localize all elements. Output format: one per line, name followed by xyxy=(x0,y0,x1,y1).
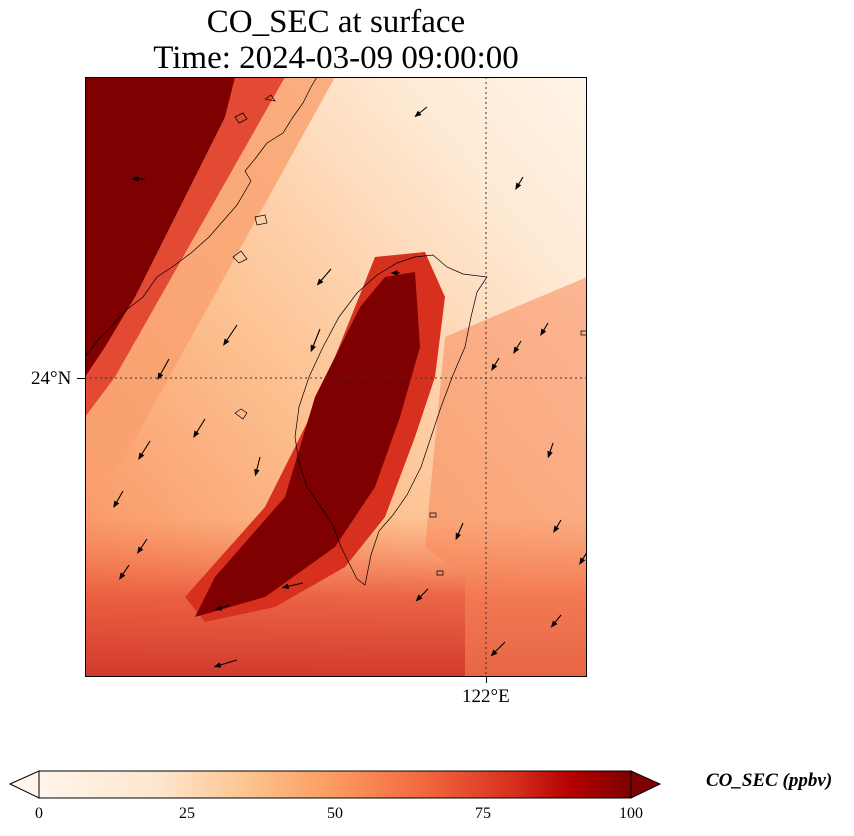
wind-vector-head xyxy=(193,430,200,438)
field-band-red xyxy=(85,77,285,417)
map-frame xyxy=(85,77,587,677)
colorbar-body xyxy=(38,770,632,799)
lat-tick xyxy=(77,378,85,379)
wind-vector-head xyxy=(553,525,560,533)
wind-vector-head xyxy=(223,338,230,346)
wind-vector-head xyxy=(540,328,547,336)
colorbar-tick-100: 100 xyxy=(619,805,643,822)
wind-vector-head xyxy=(316,278,324,286)
mainland-islands xyxy=(232,94,587,576)
colorbar-extend-max xyxy=(630,770,662,799)
wind-vector-head xyxy=(113,500,120,509)
wind-vector-head xyxy=(214,605,223,611)
lon-tick xyxy=(486,677,487,683)
wind-vector-head xyxy=(310,344,316,353)
mainland-coastline xyxy=(85,77,318,358)
field-band-orange xyxy=(85,77,335,497)
wind-vector-head xyxy=(131,176,139,182)
wind-vector-head xyxy=(254,468,260,477)
wind-vector-head xyxy=(491,363,498,371)
colorbar-tick-0: 0 xyxy=(35,805,43,822)
wind-vector-head xyxy=(157,372,164,381)
wind-vector-head xyxy=(579,557,586,565)
wind-vector-head xyxy=(490,649,498,657)
wind-vector-head xyxy=(137,546,144,554)
wind-vector-head xyxy=(414,110,422,118)
wind-vector-head xyxy=(455,532,461,541)
wind-vector xyxy=(224,324,238,344)
map-panel xyxy=(85,77,587,677)
wind-vector-head xyxy=(513,346,520,354)
field-mainland-plume xyxy=(85,77,235,377)
wind-vector xyxy=(311,328,321,350)
colorbar-label: CO_SEC (ppbv) xyxy=(706,770,833,791)
wind-vector-head xyxy=(390,270,398,276)
plot-title-line2: Time: 2024-03-09 09:00:00 xyxy=(153,40,519,76)
field-taiwan-plume-core xyxy=(195,272,420,617)
plot-title-line1: CO_SEC at surface xyxy=(206,4,466,40)
field-southeast-orange xyxy=(425,277,587,677)
wind-vector-head xyxy=(213,662,222,668)
lat-tick-label: 24°N xyxy=(31,368,72,389)
wind-vector-head xyxy=(119,572,126,580)
wind-vector-head xyxy=(138,452,145,460)
colorbar-extend-min xyxy=(8,770,40,799)
wind-vector-head xyxy=(550,620,558,628)
taiwan-coastline xyxy=(294,254,488,586)
colorbar-tick-25: 25 xyxy=(179,805,195,822)
wind-vector-head xyxy=(415,594,423,602)
colorbar xyxy=(8,770,662,799)
lon-tick-label: 122°E xyxy=(462,686,510,707)
wind-vector-head xyxy=(547,450,553,459)
colorbar-tick-75: 75 xyxy=(475,805,491,822)
wind-vectors xyxy=(113,106,587,668)
colorbar-tick-50: 50 xyxy=(327,805,343,822)
wind-vector-head xyxy=(515,182,522,190)
wind-vector-head xyxy=(281,583,290,589)
